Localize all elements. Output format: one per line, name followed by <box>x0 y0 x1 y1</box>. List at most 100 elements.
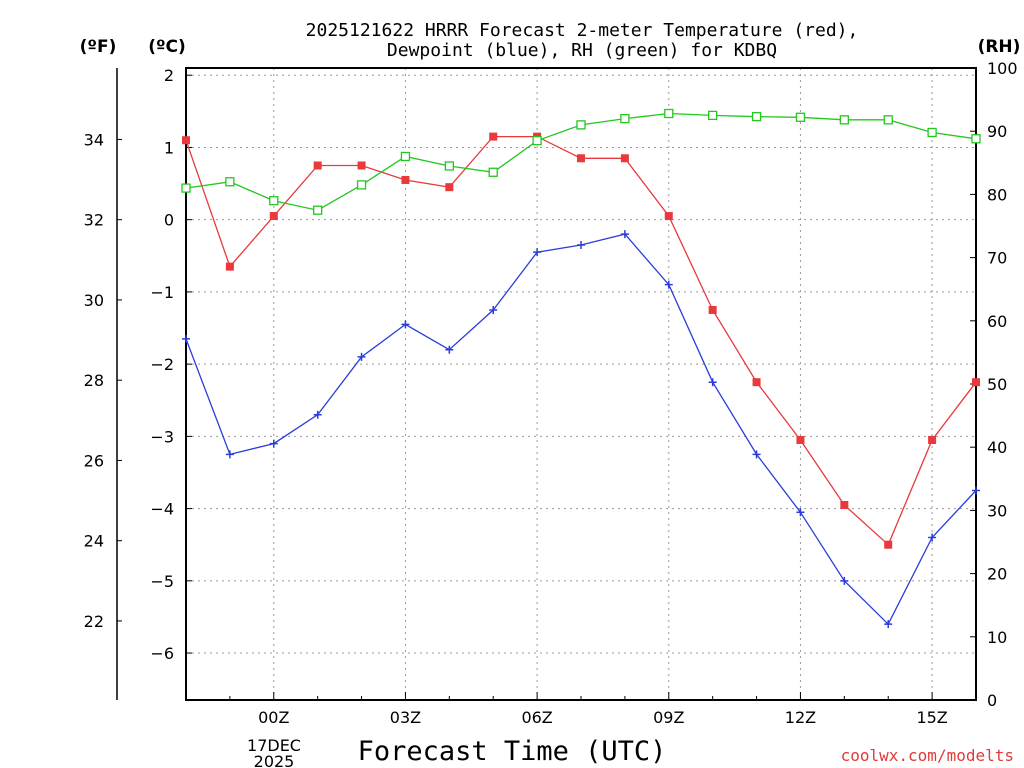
rh-point <box>620 113 630 124</box>
rh-point <box>795 112 806 122</box>
rh-point <box>181 183 191 193</box>
grid-lines <box>186 68 976 700</box>
rh-point <box>269 196 279 206</box>
temperature-point <box>269 212 278 221</box>
rh-point <box>532 136 542 146</box>
temperature-point <box>884 540 893 549</box>
rh-tick-label: 40 <box>987 438 1007 457</box>
dewpoint-point <box>884 620 893 629</box>
temperature-line <box>185 135 977 546</box>
rh-tick-label: 70 <box>987 249 1007 268</box>
x-tick-label: 12Z <box>785 708 816 727</box>
c-tick-label: −3 <box>150 427 174 446</box>
date-label-month: 17DEC <box>247 736 301 755</box>
f-tick-label: 28 <box>84 371 104 390</box>
f-tick-label: 26 <box>84 451 104 470</box>
temperature-point <box>357 161 366 170</box>
f-tick-label: 22 <box>84 612 104 631</box>
fahrenheit-unit-label: (ºF) <box>80 37 117 57</box>
temperature-point <box>225 262 234 271</box>
f-tick-label: 32 <box>84 211 104 230</box>
c-tick-label: −6 <box>150 644 174 663</box>
dewpoint-point <box>796 508 805 517</box>
temperature-point <box>840 500 849 509</box>
x-tick-label: 06Z <box>521 708 552 727</box>
temperature-point <box>664 212 673 221</box>
dewpoint-point <box>269 439 278 448</box>
dewpoint-point <box>664 280 673 289</box>
rh-point <box>225 177 235 187</box>
c-tick-label: −4 <box>150 500 174 519</box>
f-tick-label: 30 <box>84 291 104 310</box>
rh-tick-label: 80 <box>987 185 1007 204</box>
dewpoint-point <box>708 378 717 387</box>
rh-point <box>488 167 498 177</box>
rh-point <box>708 110 718 121</box>
rh-tick-label: 90 <box>987 122 1007 141</box>
axis-ticks: 210−1−2−3−4−5−62224262830323401020304050… <box>84 59 1018 727</box>
temperature-point <box>489 132 498 141</box>
rh-point <box>839 115 849 125</box>
x-tick-label: 00Z <box>258 708 289 727</box>
f-tick-label: 24 <box>84 532 104 551</box>
chart-title-line2: Dewpoint (blue), RH (green) for KDBQ <box>387 40 777 61</box>
rh-tick-label: 20 <box>987 565 1007 584</box>
c-tick-label: 1 <box>164 138 174 157</box>
x-tick-label: 15Z <box>916 708 947 727</box>
rh-tick-label: 30 <box>987 501 1007 520</box>
c-tick-label: −5 <box>150 572 174 591</box>
c-tick-label: −1 <box>150 283 174 302</box>
dewpoint-point <box>401 320 410 329</box>
dewpoint-point <box>225 450 234 459</box>
rh-unit-label: (RH) <box>978 37 1021 57</box>
plot-frame <box>185 67 977 701</box>
f-tick-label: 34 <box>84 130 104 149</box>
dewpoint-series <box>182 230 980 629</box>
rh-point <box>576 120 586 130</box>
dewpoint-point <box>840 576 849 585</box>
temperature-point <box>577 154 585 163</box>
c-tick-label: 0 <box>164 211 174 230</box>
dewpoint-point <box>928 533 937 542</box>
rh-point <box>664 108 674 119</box>
rh-point <box>971 134 981 144</box>
dewpoint-point <box>489 305 498 314</box>
temperature-point <box>972 378 980 387</box>
dewpoint-point <box>972 486 980 495</box>
celsius-unit-label: (ºC) <box>148 37 186 57</box>
dewpoint-point <box>357 352 366 361</box>
temperature-point <box>708 305 717 314</box>
chart-title-line1: 2025121622 HRRR Forecast 2-meter Tempera… <box>306 20 859 41</box>
rh-point <box>927 127 937 138</box>
dewpoint-point <box>577 240 585 249</box>
rh-point <box>444 161 454 171</box>
temperature-point <box>796 435 805 444</box>
rh-point <box>751 112 762 122</box>
date-label-year: 2025 <box>254 752 295 768</box>
rh-tick-label: 0 <box>987 691 997 710</box>
temperature-point <box>182 136 190 145</box>
temperature-series <box>182 132 980 549</box>
rh-point <box>883 115 893 125</box>
rh-tick-label: 10 <box>987 628 1007 647</box>
rh-point <box>356 180 367 190</box>
dewpoint-point <box>533 248 542 257</box>
c-tick-label: 2 <box>164 66 174 85</box>
rh-point <box>400 151 411 162</box>
temperature-point <box>313 161 322 170</box>
c-tick-label: −2 <box>150 355 174 374</box>
temperature-point <box>928 435 937 444</box>
rh-point <box>313 205 323 215</box>
temperature-point <box>445 183 454 192</box>
temperature-point <box>620 154 629 163</box>
credit-link[interactable]: coolwx.com/modelts <box>841 746 1014 765</box>
dewpoint-line <box>185 233 977 626</box>
rh-tick-label: 50 <box>987 375 1007 394</box>
temperature-point <box>752 378 761 387</box>
dewpoint-point <box>445 345 454 354</box>
x-tick-label: 09Z <box>653 708 684 727</box>
dewpoint-point <box>182 334 190 343</box>
rh-tick-label: 60 <box>987 312 1007 331</box>
dewpoint-point <box>313 410 322 419</box>
